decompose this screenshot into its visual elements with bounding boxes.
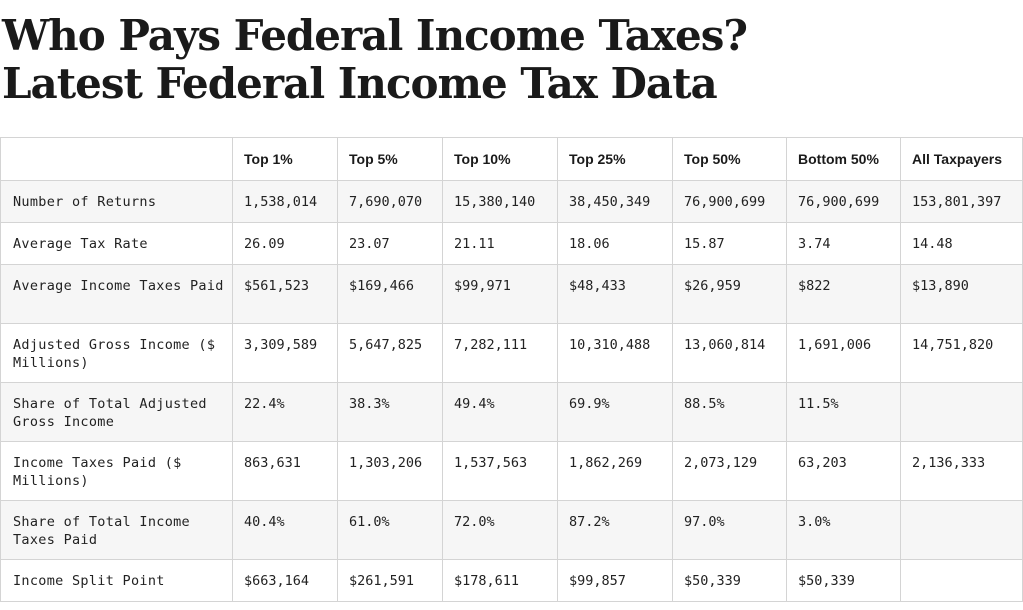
tax-data-table: Top 1% Top 5% Top 10% Top 25% Top 50% Bo…: [0, 137, 1023, 602]
table-cell: 5,647,825: [337, 323, 443, 383]
row-label: Number of Returns: [0, 180, 233, 223]
table-cell: 18.06: [557, 222, 673, 265]
table-cell: 22.4%: [232, 382, 338, 442]
table-row: Adjusted Gross Income ($ Millions) 3,309,…: [0, 323, 1023, 383]
table-row: Number of Returns 1,538,014 7,690,070 15,38…: [0, 180, 1023, 223]
table-cell: 2,073,129: [672, 441, 787, 501]
table-cell: 61.0%: [337, 500, 443, 560]
header-cell-top-25: Top 25%: [557, 137, 673, 181]
table-row: Average Tax Rate 26.09 23.07 21.11 18.06 15.8…: [0, 222, 1023, 265]
table-row: Income Taxes Paid ($ Millions) 863,631 1,3…: [0, 441, 1023, 501]
table-row: Share of Total Income Taxes Paid 40.4% 61.…: [0, 500, 1023, 560]
table-cell: $50,339: [786, 559, 901, 602]
header-cell-top-5: Top 5%: [337, 137, 443, 181]
table-cell: [900, 382, 1023, 442]
table-cell: 1,691,006: [786, 323, 901, 383]
row-label: Income Taxes Paid ($ Millions): [0, 441, 233, 501]
header-cell-top-10: Top 10%: [442, 137, 558, 181]
table-cell: 63,203: [786, 441, 901, 501]
header-cell-top-50: Top 50%: [672, 137, 787, 181]
table-cell: 23.07: [337, 222, 443, 265]
table-cell: 72.0%: [442, 500, 558, 560]
table-cell: 10,310,488: [557, 323, 673, 383]
table-cell: $13,890: [900, 264, 1023, 324]
table-cell: 3.74: [786, 222, 901, 265]
table-cell: [900, 559, 1023, 602]
table-cell: 15,380,140: [442, 180, 558, 223]
table-cell: 87.2%: [557, 500, 673, 560]
table-cell: $26,959: [672, 264, 787, 324]
table-cell: 153,801,397: [900, 180, 1023, 223]
table-cell: 97.0%: [672, 500, 787, 560]
row-label: Adjusted Gross Income ($ Millions): [0, 323, 233, 383]
table-row: Share of Total Adjusted Gross Income 22.4…: [0, 382, 1023, 442]
table-cell: 15.87: [672, 222, 787, 265]
table-cell: 76,900,699: [786, 180, 901, 223]
table-cell: $663,164: [232, 559, 338, 602]
table-cell: 2,136,333: [900, 441, 1023, 501]
row-label: Share of Total Adjusted Gross Income: [0, 382, 233, 442]
table-cell: 14,751,820: [900, 323, 1023, 383]
table-cell: 3,309,589: [232, 323, 338, 383]
table-cell: 7,282,111: [442, 323, 558, 383]
table-cell: $169,466: [337, 264, 443, 324]
table-cell: 1,537,563: [442, 441, 558, 501]
table-cell: 38,450,349: [557, 180, 673, 223]
table-cell: $50,339: [672, 559, 787, 602]
table-cell: 863,631: [232, 441, 338, 501]
table-row: Average Income Taxes Paid $561,523 $169,46…: [0, 264, 1023, 324]
table-cell: 21.11: [442, 222, 558, 265]
table-cell: 1,303,206: [337, 441, 443, 501]
table-cell: 76,900,699: [672, 180, 787, 223]
page-title: Who Pays Federal Income Taxes? Latest Fe…: [2, 11, 748, 108]
header-cell-empty: [0, 137, 233, 181]
table-cell: 88.5%: [672, 382, 787, 442]
table-cell: 11.5%: [786, 382, 901, 442]
table-cell: 49.4%: [442, 382, 558, 442]
table-cell: $561,523: [232, 264, 338, 324]
table-cell: 69.9%: [557, 382, 673, 442]
table-cell: $48,433: [557, 264, 673, 324]
table-cell: $178,611: [442, 559, 558, 602]
row-label: Share of Total Income Taxes Paid: [0, 500, 233, 560]
table-cell: $99,857: [557, 559, 673, 602]
title-line-2: Latest Federal Income Tax Data: [2, 59, 718, 108]
row-label: Average Tax Rate: [0, 222, 233, 265]
title-line-1: Who Pays Federal Income Taxes?: [2, 11, 748, 60]
header-cell-all-taxpayers: All Taxpayers: [900, 137, 1023, 181]
table-cell: 7,690,070: [337, 180, 443, 223]
table-row: Income Split Point $663,164 $261,591 $178,6…: [0, 559, 1023, 602]
table-cell: $261,591: [337, 559, 443, 602]
row-label: Average Income Taxes Paid: [0, 264, 233, 324]
table-cell: 14.48: [900, 222, 1023, 265]
table-cell: 1,862,269: [557, 441, 673, 501]
table-cell: 38.3%: [337, 382, 443, 442]
table-cell: 3.0%: [786, 500, 901, 560]
table-cell: 1,538,014: [232, 180, 338, 223]
table-cell: 13,060,814: [672, 323, 787, 383]
row-label: Income Split Point: [0, 559, 233, 602]
table-cell: 26.09: [232, 222, 338, 265]
table-header-row: Top 1% Top 5% Top 10% Top 25% Top 50% Bo…: [0, 137, 1023, 181]
table-cell: 40.4%: [232, 500, 338, 560]
table-cell: $99,971: [442, 264, 558, 324]
header-cell-top-1: Top 1%: [232, 137, 338, 181]
table-cell: $822: [786, 264, 901, 324]
table-cell: [900, 500, 1023, 560]
header-cell-bottom-50: Bottom 50%: [786, 137, 901, 181]
